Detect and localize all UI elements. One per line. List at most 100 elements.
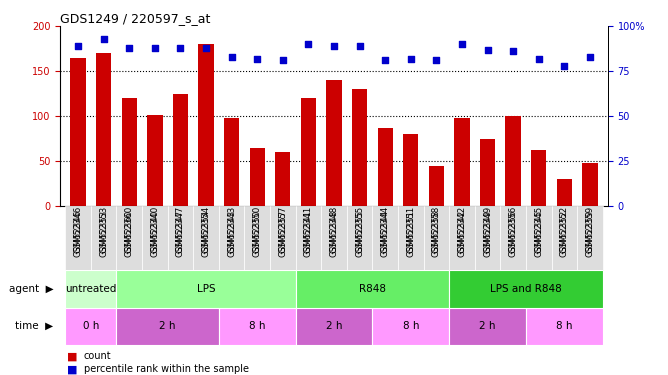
Text: GSM52360: GSM52360 [125,206,134,254]
Text: GSM52343: GSM52343 [227,209,236,256]
Point [252,56,263,62]
Text: GSM52354: GSM52354 [202,206,210,254]
Text: GSM52359: GSM52359 [585,209,595,256]
Text: GSM52355: GSM52355 [355,206,364,254]
Bar [429,166,444,206]
Bar [116,308,219,345]
Bar [168,206,193,270]
Bar [372,308,449,345]
Bar [65,206,91,270]
Bar [506,116,521,206]
Text: GSM52348: GSM52348 [329,209,339,256]
Text: count: count [84,351,111,361]
Bar [244,206,270,270]
Bar [449,270,603,308]
Text: GSM52353: GSM52353 [99,209,108,256]
Text: GSM52348: GSM52348 [329,206,339,254]
Bar [352,89,367,206]
Point [405,56,416,62]
Bar [116,270,296,308]
Point [226,54,237,60]
Bar [91,206,116,270]
Text: GSM52354: GSM52354 [202,209,210,256]
Bar [193,206,219,270]
Bar [582,163,598,206]
Bar [142,206,168,270]
Point [380,57,391,63]
Text: GSM52340: GSM52340 [150,206,160,254]
Text: 0 h: 0 h [83,321,99,331]
Text: 8 h: 8 h [403,321,419,331]
Bar [398,206,424,270]
Bar [250,148,265,206]
Bar [173,94,188,206]
Text: GSM52358: GSM52358 [432,206,441,254]
Point [559,63,570,69]
Bar [198,44,214,206]
Text: GSM52356: GSM52356 [508,206,518,254]
Text: GSM52342: GSM52342 [458,209,466,256]
Text: GSM52351: GSM52351 [406,209,415,256]
Text: GSM52351: GSM52351 [406,206,415,254]
Point [124,45,134,51]
Bar [556,179,572,206]
Point [175,45,186,51]
Point [329,43,339,49]
Bar [577,206,603,270]
Bar [377,128,393,206]
Text: ■: ■ [67,364,77,374]
Point [534,56,544,62]
Text: GDS1249 / 220597_s_at: GDS1249 / 220597_s_at [60,12,210,25]
Bar [65,308,116,345]
Text: 2 h: 2 h [326,321,342,331]
Bar [296,270,449,308]
Text: GSM52345: GSM52345 [534,206,543,254]
Text: GSM52340: GSM52340 [150,209,160,256]
Text: GSM52344: GSM52344 [381,209,389,256]
Point [73,43,84,49]
Text: R848: R848 [359,284,386,294]
Bar [500,206,526,270]
Text: LPS and R848: LPS and R848 [490,284,562,294]
Text: 2 h: 2 h [480,321,496,331]
Text: GSM52347: GSM52347 [176,206,185,254]
Text: time  ▶: time ▶ [15,321,53,331]
Point [508,48,518,54]
Bar [219,308,296,345]
Bar [449,308,526,345]
Bar [526,308,603,345]
Bar [122,98,137,206]
Point [303,41,314,47]
Bar [147,116,162,206]
Bar [296,308,372,345]
Text: percentile rank within the sample: percentile rank within the sample [84,364,248,374]
Text: GSM52353: GSM52353 [99,206,108,254]
Point [457,41,468,47]
Bar [449,206,475,270]
Bar [296,206,321,270]
Text: GSM52352: GSM52352 [560,209,569,256]
Text: 8 h: 8 h [249,321,265,331]
Bar [531,150,546,206]
Text: GSM52350: GSM52350 [253,206,262,254]
Point [482,46,493,53]
Text: agent  ▶: agent ▶ [9,284,53,294]
Text: GSM52346: GSM52346 [73,206,83,254]
Text: GSM52346: GSM52346 [73,209,83,256]
Text: GSM52349: GSM52349 [483,209,492,256]
Point [584,54,595,60]
Text: GSM52341: GSM52341 [304,206,313,254]
Text: GSM52357: GSM52357 [279,206,287,254]
Point [277,57,288,63]
Bar [454,118,470,206]
Bar [372,206,398,270]
Text: GSM52343: GSM52343 [227,206,236,254]
Point [98,36,109,42]
Text: GSM52342: GSM52342 [458,206,466,254]
Bar [65,270,116,308]
Text: GSM52359: GSM52359 [585,206,595,254]
Bar [116,206,142,270]
Text: 2 h: 2 h [160,321,176,331]
Text: GSM52356: GSM52356 [508,209,518,256]
Bar [301,98,316,206]
